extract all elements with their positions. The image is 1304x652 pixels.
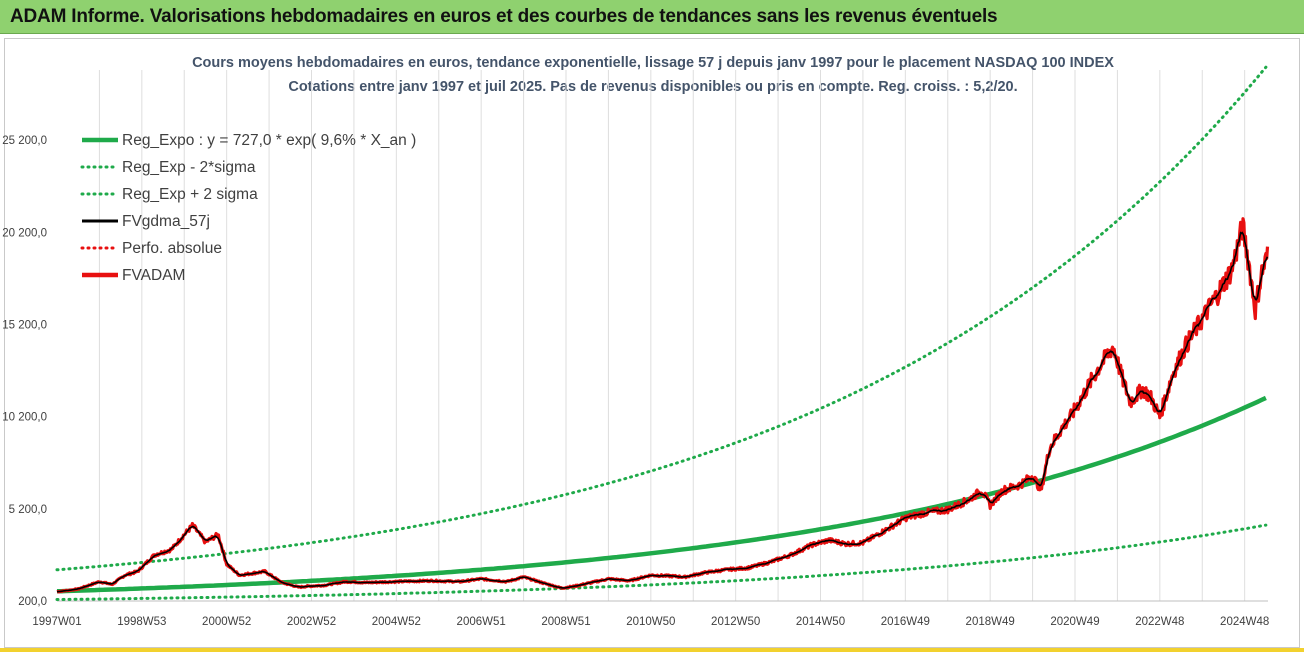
- x-tick-label: 2014W50: [796, 616, 845, 628]
- vertical-gridlines: [98, 70, 1246, 601]
- x-tick-label: 2012W50: [711, 616, 760, 628]
- smoothed-line-fvgdma: [56, 231, 1269, 593]
- y-tick-label: 5 200,0: [9, 504, 47, 516]
- y-tick-label: 15 200,0: [2, 319, 47, 331]
- trend-line-2: [55, 65, 1268, 572]
- legend-label: FVgdma_57j: [122, 213, 210, 230]
- x-tick-label: 2002W52: [287, 616, 336, 628]
- chart-title: Cours moyens hebdomadaires en euros, ten…: [192, 55, 1114, 71]
- x-tick-label: 2018W49: [966, 616, 1015, 628]
- price-line-fvadam: [56, 217, 1270, 594]
- x-tick-label: 2010W50: [626, 616, 675, 628]
- series-lines: [55, 65, 1270, 601]
- legend-label: Perfo. absolue: [122, 240, 222, 257]
- x-tick-label: 2006W51: [457, 616, 506, 628]
- x-axis-tick-labels: 1997W01 1998W53 2000W52 2002W52 2004W52 2006W…: [32, 616, 1269, 628]
- x-tick-label: 2020W49: [1050, 616, 1099, 628]
- x-tick-label: 2004W52: [372, 616, 421, 628]
- y-tick-label: 10 200,0: [2, 412, 47, 424]
- y-tick-label: 25 200,0: [2, 135, 47, 147]
- x-tick-label: 2022W48: [1135, 616, 1184, 628]
- y-tick-label: 20 200,0: [2, 227, 47, 239]
- bottom-accent-strip: [0, 648, 1304, 652]
- legend-label: Reg_Exp - 2*sigma: [122, 159, 256, 176]
- trend-line-1: [55, 523, 1268, 601]
- x-tick-label: 2024W48: [1220, 616, 1269, 628]
- report-header-bar: ADAM Informe. Valorisations hebdomadaire…: [0, 0, 1304, 34]
- x-tick-label: 2008W51: [541, 616, 590, 628]
- chart-legend: Reg_Expo : y = 727,0 * exp( 9,6% * X_an …: [80, 132, 416, 284]
- x-tick-label: 1998W53: [117, 616, 166, 628]
- legend-label: Reg_Expo : y = 727,0 * exp( 9,6% * X_an …: [122, 132, 416, 149]
- trend-line-0: [56, 395, 1267, 594]
- x-tick-label: 2016W49: [881, 616, 930, 628]
- report-title: ADAM Informe. Valorisations hebdomadaire…: [10, 6, 998, 27]
- legend-label: FVADAM: [122, 267, 185, 284]
- x-tick-label: 2000W52: [202, 616, 251, 628]
- y-tick-label: 200,0: [18, 596, 47, 608]
- legend-label: Reg_Exp + 2 sigma: [122, 186, 258, 203]
- y-axis-tick-labels: 200,0 5 200,0 10 200,0 15 200,0 20 200,0 25 2…: [2, 135, 47, 608]
- x-tick-label: 1997W01: [32, 616, 81, 628]
- chart-subtitle: Cotations entre janv 1997 et juil 2025. …: [288, 79, 1018, 95]
